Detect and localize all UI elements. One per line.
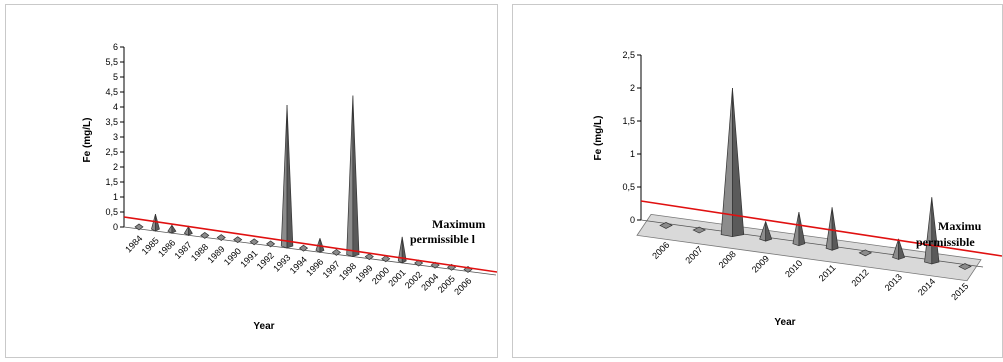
data-cone	[858, 249, 873, 257]
data-cone	[280, 105, 288, 249]
x-axis-title: Year	[253, 321, 274, 332]
y-tick-label: 2,5	[622, 50, 635, 60]
y-tick-label: 3	[113, 132, 118, 142]
data-cone-shade	[898, 238, 905, 260]
data-cone-shade	[352, 95, 360, 258]
maximum-permissible-limit-line	[640, 200, 1002, 257]
data-cone	[298, 244, 309, 252]
limit-label-line2: permissible	[916, 235, 975, 249]
y-tick-label: 3,5	[105, 117, 118, 127]
x-tick-label: 2006	[650, 240, 671, 261]
y-tick-label: 0,5	[105, 207, 118, 217]
data-cone-shade	[188, 225, 193, 236]
x-tick-label: 2006	[452, 276, 473, 297]
x-tick-label: 2009	[750, 253, 771, 274]
y-tick-label: 0,5	[622, 182, 635, 192]
data-cone	[183, 225, 189, 236]
maximum-permissible-limit-line	[123, 216, 497, 273]
fe-chart-1984-2006: 00,511,522,533,544,555,56198419851986198…	[82, 42, 497, 332]
limit-label-line1: Maximu	[938, 219, 982, 233]
data-cone	[249, 238, 259, 246]
data-cone	[364, 253, 374, 261]
data-cone	[266, 240, 276, 248]
data-cone	[167, 224, 173, 234]
data-cone-shade	[286, 105, 294, 249]
data-cone-shade	[831, 207, 839, 251]
y-tick-label: 0	[113, 222, 118, 232]
data-cone	[659, 222, 673, 229]
data-cone-shade	[931, 197, 940, 265]
x-tick-label: 2015	[949, 281, 970, 302]
chart-panel-right: 0 0,5 1 1,5 2 2,5 2006 2007 2008 2009 2010 2011 2012…	[512, 4, 1003, 358]
y-tick-label: 4	[113, 102, 118, 112]
limit-label-line1: Maximum	[432, 217, 485, 231]
data-cone-shade	[171, 224, 177, 234]
data-cone	[216, 234, 226, 241]
data-cone-shade	[765, 221, 773, 242]
data-cone	[134, 223, 144, 231]
data-cone-shade	[798, 211, 806, 247]
data-cone	[151, 213, 156, 232]
data-cone	[346, 95, 354, 258]
y-tick-label: 4,5	[105, 87, 118, 97]
y-tick-label: 1	[113, 192, 118, 202]
x-axis-title: Year	[774, 317, 795, 328]
data-cone-shade	[401, 236, 407, 264]
data-cone	[233, 236, 243, 244]
y-tick-label: 2	[113, 162, 118, 172]
limit-label-line2: permissible l	[410, 232, 476, 246]
y-tick-label: 1,5	[105, 177, 118, 187]
x-tick-label: 2010	[783, 258, 804, 279]
data-cone	[792, 211, 800, 247]
y-tick-label: 2	[630, 83, 635, 93]
x-tick-label: 2007	[683, 244, 704, 265]
y-tick-label: 1	[630, 149, 635, 159]
y-tick-label: 1,5	[622, 116, 635, 126]
y-axis-title: Fe (mg/L)	[593, 116, 604, 161]
y-tick-label: 5	[113, 72, 118, 82]
y-tick-label: 5,5	[105, 57, 118, 67]
fe-chart-2006-2015: 0 0,5 1 1,5 2 2,5 2006 2007 2008 2009 2010 2011 2012…	[593, 50, 1002, 328]
x-tick-label: 2014	[916, 276, 937, 297]
data-cone	[397, 236, 403, 264]
data-cone	[331, 248, 341, 256]
x-tick-label: 2008	[717, 249, 738, 270]
data-cone	[924, 197, 933, 265]
y-axis-title: Fe (mg/L)	[82, 118, 93, 163]
chart-panel-left: 0 0,5 1 1,5 2 2,5 3 3,5 4 4,5 5 5,5 6 1984 1985 1986 198…	[5, 4, 498, 358]
y-tick-label: 0	[630, 215, 635, 225]
data-cone-shade	[732, 88, 745, 237]
x-tick-label: 2011	[817, 263, 838, 284]
data-cone	[381, 255, 391, 263]
y-tick-label: 2,5	[105, 147, 118, 157]
y-tick-label: 6	[113, 42, 118, 52]
x-tick-label: 2012	[850, 267, 871, 288]
data-cone	[692, 226, 707, 234]
x-tick-label: 2013	[883, 272, 904, 293]
data-cone	[200, 231, 210, 239]
data-cone	[958, 263, 972, 270]
